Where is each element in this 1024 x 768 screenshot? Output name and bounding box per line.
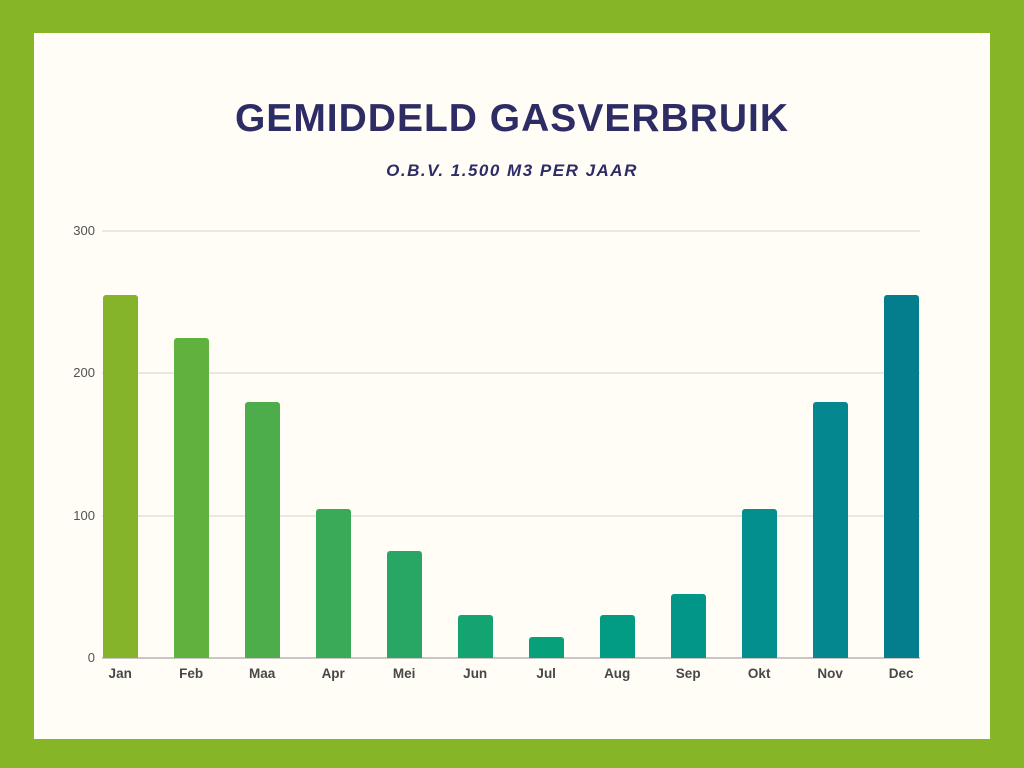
bar-dec xyxy=(883,295,919,658)
bar-nov xyxy=(812,401,848,658)
x-axis-label-dec: Dec xyxy=(888,666,914,681)
bar-aug xyxy=(599,615,635,658)
bar-jan xyxy=(102,295,138,658)
x-axis-line xyxy=(102,657,920,659)
chart-title: GEMIDDELD GASVERBRUIK xyxy=(234,97,790,140)
x-axis-label-feb: Feb xyxy=(179,666,204,681)
x-axis-label-okt: Okt xyxy=(747,666,771,681)
y-axis-tick-label: 200 xyxy=(73,365,95,381)
bar-okt xyxy=(741,508,777,658)
gridline-300 xyxy=(102,230,920,233)
x-axis-label-aug: Aug xyxy=(604,666,631,681)
gridline-200 xyxy=(102,372,920,375)
x-axis-label-jan: Jan xyxy=(108,666,132,681)
bar-maa xyxy=(244,401,280,658)
x-axis-label-jun: Jun xyxy=(463,666,488,681)
bar-chart: 0 100 200 300 Jan Feb Maa Apr Mei Jun Jul Aug Sep Okt… xyxy=(34,33,990,739)
x-axis-label-jul: Jul xyxy=(536,666,556,681)
x-axis-label-nov: Nov xyxy=(817,666,843,681)
bar-mei xyxy=(386,551,422,658)
bar-feb xyxy=(173,337,209,658)
x-axis-label-mei: Mei xyxy=(392,666,416,681)
x-axis-label-sep: Sep xyxy=(675,666,701,681)
bar-sep xyxy=(670,593,706,658)
chart-card: GEMIDDELD GASVERBRUIK O.B.V. 1.500 M3 PE… xyxy=(34,33,990,739)
x-axis-label-apr: Apr xyxy=(321,666,345,681)
y-axis-tick-label: 300 xyxy=(73,223,95,239)
gridline-100 xyxy=(102,514,920,517)
y-axis-tick-label: 100 xyxy=(73,507,95,523)
bar-jun xyxy=(457,615,493,658)
y-axis-tick-label: 0 xyxy=(87,650,95,665)
bar-jul xyxy=(528,636,564,658)
bar-apr xyxy=(315,508,351,658)
x-axis-label-maa: Maa xyxy=(249,666,276,681)
chart-subtitle: O.B.V. 1.500 M3 PER JAAR xyxy=(386,161,638,180)
